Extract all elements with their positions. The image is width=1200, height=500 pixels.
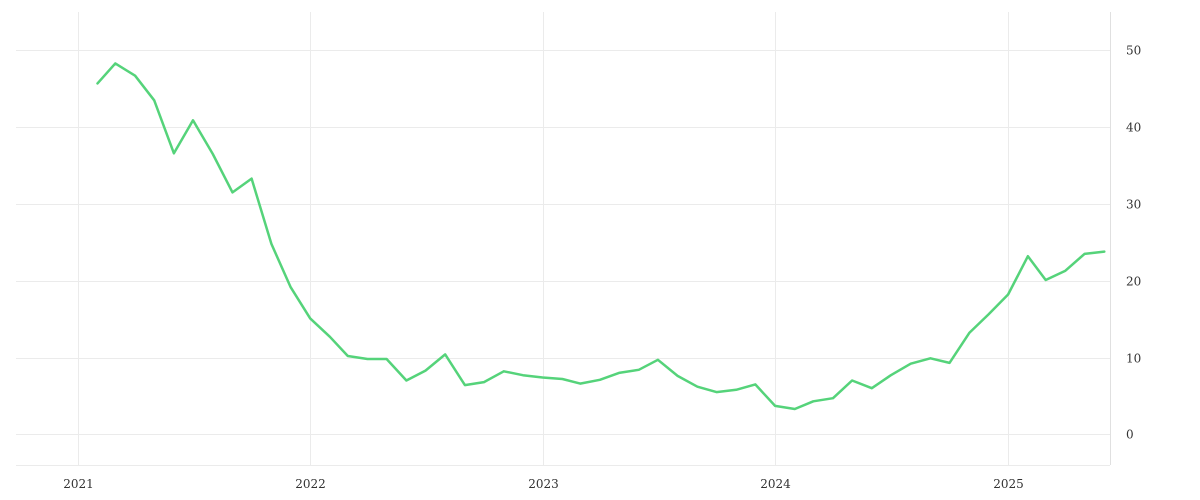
x-tick-label: 2023 [528, 477, 559, 491]
y-tick-label: 0 [1126, 428, 1134, 442]
series-line [96, 62, 1106, 411]
y-tick-label: 40 [1126, 121, 1141, 135]
series-layer [96, 62, 1106, 411]
x-tick-label: 2025 [993, 477, 1024, 491]
y-tick-label: 20 [1126, 275, 1141, 289]
x-gridlines [78, 12, 1009, 465]
y-gridlines [16, 50, 1110, 435]
y-tick-label: 50 [1126, 44, 1141, 58]
x-tick-labels: 2021 2022 2023 2024 2025 [63, 477, 1024, 491]
y-tick-label: 10 [1126, 352, 1141, 366]
y-tick-labels: 0 10 20 30 40 50 [1126, 44, 1141, 442]
axes [16, 12, 1111, 466]
x-tick-label: 2024 [760, 477, 791, 491]
x-tick-label: 2022 [295, 477, 326, 491]
y-tick-label: 30 [1126, 198, 1141, 212]
x-tick-label: 2021 [63, 477, 94, 491]
